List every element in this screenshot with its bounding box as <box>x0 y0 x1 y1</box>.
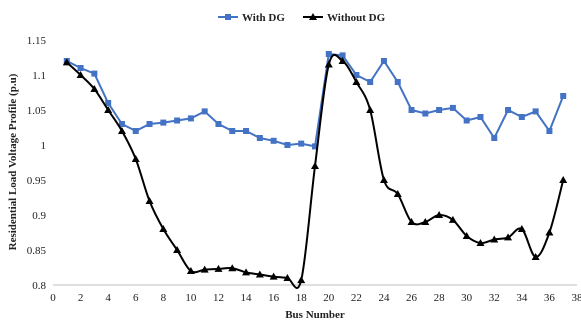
data-point-without-dg <box>132 155 140 162</box>
data-point-with-dg <box>505 107 511 113</box>
data-point-without-dg <box>146 197 154 204</box>
y-tick-label: 1.1 <box>32 70 46 82</box>
series-layer <box>63 51 567 288</box>
data-point-with-dg <box>188 115 194 121</box>
y-tick-label: 0.95 <box>27 175 47 187</box>
data-point-with-dg <box>422 111 428 117</box>
y-tick-label: 1 <box>41 140 47 152</box>
x-tick-label: 26 <box>406 292 418 304</box>
legend-label: With DG <box>242 12 285 24</box>
data-point-with-dg <box>381 58 387 64</box>
x-tick-label: 32 <box>489 292 500 304</box>
data-point-with-dg <box>367 79 373 85</box>
y-tick-label: 0.8 <box>32 280 46 292</box>
data-point-with-dg <box>533 108 539 114</box>
data-point-with-dg <box>298 141 304 147</box>
data-point-with-dg <box>326 51 332 57</box>
x-tick-label: 10 <box>185 292 197 304</box>
legend: With DG Without DG <box>218 12 386 24</box>
legend-item-without-dg: Without DG <box>303 12 386 24</box>
x-tick-label: 22 <box>351 292 362 304</box>
data-point-without-dg <box>380 176 388 183</box>
x-tick-label: 18 <box>296 292 308 304</box>
y-tick-label: 0.85 <box>27 245 47 257</box>
y-tick-label: 0.9 <box>32 210 46 222</box>
data-point-with-dg <box>491 135 497 141</box>
data-point-with-dg <box>450 105 456 111</box>
x-tick-label: 24 <box>378 292 390 304</box>
data-point-without-dg <box>297 276 305 283</box>
data-point-with-dg <box>395 79 401 85</box>
series-line-without-dg <box>67 55 563 288</box>
x-tick-label: 2 <box>78 292 84 304</box>
x-tick-label: 6 <box>133 292 139 304</box>
data-point-with-dg <box>243 128 249 134</box>
x-tick-label: 0 <box>50 292 56 304</box>
series-without-dg <box>63 55 567 288</box>
legend-swatch-marker <box>225 14 231 20</box>
data-point-with-dg <box>409 107 415 113</box>
y-tick-label: 1.15 <box>27 35 47 47</box>
legend-label: Without DG <box>327 12 386 24</box>
y-axis-label: Residential Load Voltage Profile (p.u) <box>7 73 19 250</box>
data-point-without-dg <box>545 229 553 236</box>
data-point-without-dg <box>559 176 567 183</box>
x-tick-label: 38 <box>572 292 581 304</box>
data-point-with-dg <box>202 108 208 114</box>
series-line-with-dg <box>67 54 563 146</box>
data-point-with-dg <box>257 135 263 141</box>
data-point-with-dg <box>560 93 566 99</box>
data-point-without-dg <box>366 106 374 113</box>
x-tick-label: 30 <box>461 292 473 304</box>
data-point-with-dg <box>546 128 552 134</box>
legend-item-with-dg: With DG <box>218 12 285 24</box>
x-tick-label: 36 <box>544 292 556 304</box>
x-tick-label: 16 <box>268 292 280 304</box>
data-point-with-dg <box>464 118 470 124</box>
x-tick-label: 28 <box>434 292 446 304</box>
x-tick-label: 20 <box>323 292 335 304</box>
data-point-with-dg <box>436 107 442 113</box>
data-point-with-dg <box>91 71 97 77</box>
x-axis-label: Bus Number <box>285 309 345 321</box>
data-point-with-dg <box>147 121 153 127</box>
data-point-with-dg <box>174 118 180 124</box>
x-tick-label: 8 <box>161 292 167 304</box>
data-point-with-dg <box>229 128 235 134</box>
data-point-with-dg <box>284 142 290 148</box>
series-with-dg <box>64 51 566 149</box>
x-tick-label: 14 <box>241 292 253 304</box>
data-point-without-dg <box>352 78 360 85</box>
data-point-with-dg <box>78 65 84 71</box>
data-point-without-dg <box>159 225 167 232</box>
data-point-with-dg <box>160 120 166 126</box>
x-tick-label: 4 <box>105 292 111 304</box>
data-point-without-dg <box>325 61 333 68</box>
data-point-with-dg <box>133 128 139 134</box>
data-point-without-dg <box>311 162 319 169</box>
data-point-with-dg <box>519 114 525 120</box>
x-tick-label: 12 <box>213 292 224 304</box>
y-tick-label: 1.05 <box>27 105 47 117</box>
data-point-with-dg <box>215 121 221 127</box>
x-tick-label: 34 <box>516 292 528 304</box>
data-point-with-dg <box>477 114 483 120</box>
data-point-with-dg <box>271 138 277 144</box>
